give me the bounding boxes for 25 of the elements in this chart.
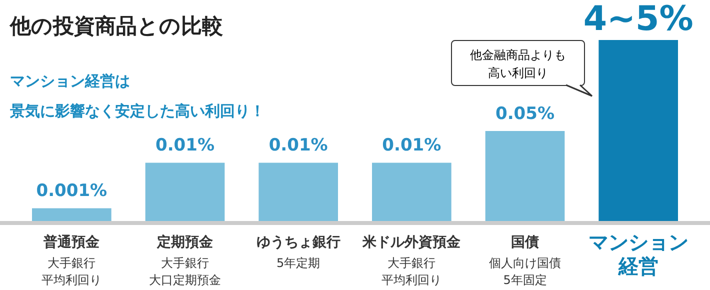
annotation: 景気に影響なく安定した高い利回り！ bbox=[10, 101, 265, 122]
data-label: 0.01% bbox=[382, 136, 442, 156]
data-label: 4~5% bbox=[583, 0, 694, 39]
text: 5年定期 bbox=[276, 256, 320, 270]
data-label: 0.01% bbox=[156, 136, 214, 156]
text: 大手銀行 bbox=[161, 256, 209, 270]
text: 大口定期預金 bbox=[149, 273, 221, 288]
x-tick-label: ゆうちょ銀行 bbox=[256, 234, 340, 251]
text: 5年固定 bbox=[503, 273, 547, 288]
text: 個人向け国債 bbox=[489, 256, 561, 270]
data-label: 0.05% bbox=[496, 104, 554, 124]
x-tick-label: 国債 bbox=[511, 234, 539, 251]
text: 大手銀行 bbox=[388, 256, 436, 270]
x-tick-label: 定期預金 bbox=[156, 234, 214, 251]
data-label: 0.001% bbox=[36, 181, 108, 202]
text: 平均利回り bbox=[382, 273, 442, 288]
x-tick-label: マンション経営 bbox=[588, 230, 688, 278]
x-tick-label: 普通預金 bbox=[42, 234, 101, 251]
text: 大手銀行 bbox=[48, 256, 96, 270]
text: 平均利回り bbox=[42, 273, 102, 288]
chart-title: 他の投資商品との比較 bbox=[10, 13, 223, 40]
text: マンション経営は bbox=[10, 71, 131, 92]
annotation: 他金融商品よりも高い利回り bbox=[451, 40, 585, 86]
x-tick-label: 米ドル外資預金 bbox=[362, 234, 462, 251]
data-label: 0.01% bbox=[268, 136, 328, 156]
